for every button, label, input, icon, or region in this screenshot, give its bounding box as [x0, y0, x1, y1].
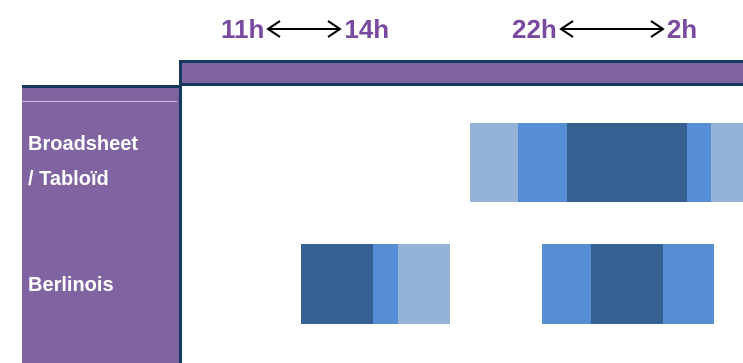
berlinois-midday-bar-segment-light	[398, 244, 450, 324]
broadsheet-bar-segment-light	[711, 123, 743, 202]
row-label-column	[22, 85, 182, 363]
row-label-broadsheet-line2: / Tabloïd	[28, 168, 109, 190]
time-range-evening: 22h 2h	[512, 12, 697, 46]
berlinois-midday-bar-segment-dark	[301, 244, 373, 324]
broadsheet-bar-segment-light	[470, 123, 518, 202]
broadsheet-bar-segment-medium	[687, 123, 711, 202]
broadsheet-bar-segment-dark	[567, 123, 687, 202]
column-separator-line	[22, 101, 177, 102]
row-label-broadsheet: Broadsheet / Tabloïd	[28, 127, 138, 197]
berlinois-evening-bar-segment-medium	[542, 244, 591, 324]
time-range-midday: 11h 14h	[221, 12, 389, 46]
row-label-broadsheet-line1: Broadsheet	[28, 133, 139, 155]
berlinois-evening-bar-segment-dark	[591, 244, 663, 324]
broadsheet-bar-segment-medium	[518, 123, 567, 202]
time-range-midday-end: 14h	[344, 13, 390, 44]
double-arrow-icon	[559, 20, 665, 38]
time-range-evening-end: 2h	[666, 13, 698, 44]
berlinois-midday-bar-segment-medium	[373, 244, 398, 324]
time-range-evening-start: 22h	[512, 13, 557, 44]
row-label-berlinois: Berlinois	[28, 268, 114, 303]
double-arrow-icon	[266, 20, 343, 38]
row-label-berlinois-line1: Berlinois	[28, 274, 114, 296]
timeline-header-band	[179, 60, 743, 86]
berlinois-evening-bar-segment-medium	[663, 244, 714, 324]
time-range-midday-start: 11h	[221, 13, 265, 44]
